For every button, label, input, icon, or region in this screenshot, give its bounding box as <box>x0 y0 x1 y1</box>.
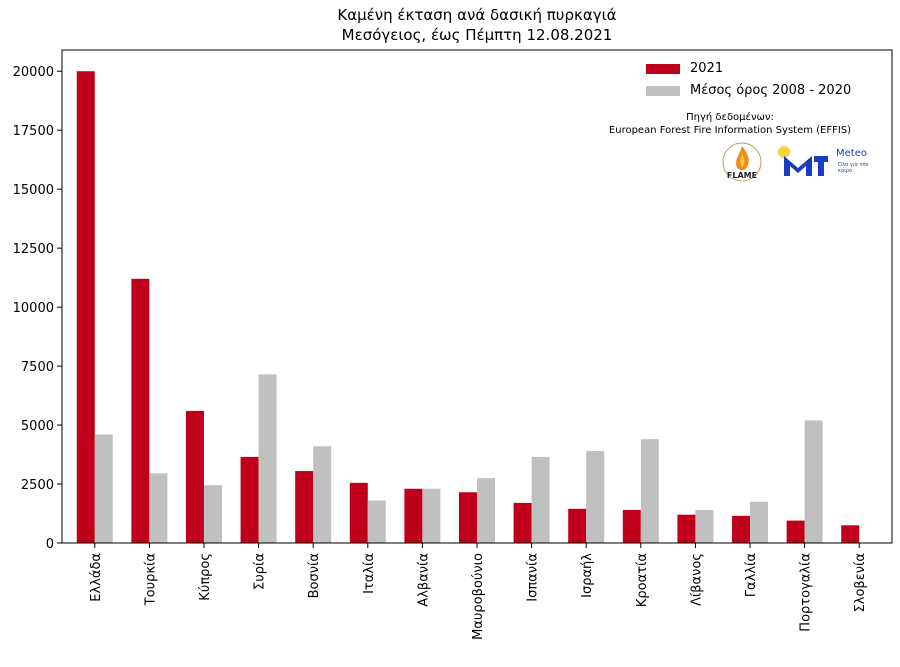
bar-average-0 <box>94 434 113 543</box>
legend-swatch-2021 <box>646 63 680 74</box>
bar-2021-9 <box>568 508 587 543</box>
bar-average-12 <box>750 501 769 543</box>
bar-2021-8 <box>513 502 532 543</box>
bar-2021-12 <box>732 515 751 543</box>
x-tick-label-7: Μαυροβούνιο <box>471 553 486 640</box>
legend-item-2021: 2021 <box>646 61 723 76</box>
bar-2021-11 <box>677 514 696 543</box>
legend-swatch-average <box>646 85 680 96</box>
bar-2021-6 <box>404 488 423 543</box>
bar-average-2 <box>203 485 222 543</box>
chart-title-line2: Μεσόγειος, έως Πέμπτη 12.08.2021 <box>341 26 613 44</box>
bar-average-5 <box>367 500 386 543</box>
bar-2021-4 <box>295 471 314 543</box>
y-tick-label-6: 15000 <box>13 183 54 198</box>
bar-2021-1 <box>131 278 150 543</box>
bar-2021-0 <box>76 71 95 543</box>
y-tick-label-3: 7500 <box>21 360 54 375</box>
bar-2021-7 <box>459 492 477 543</box>
bar-2021-14 <box>841 525 860 543</box>
x-tick-label-9: Ισραήλ <box>580 553 595 598</box>
y-tick-label-0: 0 <box>46 537 54 552</box>
legend-label-average: Μέσος όρος 2008 - 2020 <box>690 83 852 98</box>
bar-2021-13 <box>786 520 805 543</box>
x-tick-label-0: Ελλάδα <box>89 553 104 602</box>
bar-average-6 <box>422 488 441 543</box>
y-tick-label-7: 17500 <box>13 124 54 139</box>
y-tick-label-2: 5000 <box>21 419 54 434</box>
bar-2021-10 <box>622 509 641 543</box>
bar-average-3 <box>258 374 277 543</box>
bar-average-8 <box>531 456 550 543</box>
chart-title-line1: Καμένη έκταση ανά δασική πυρκαγιά <box>337 6 617 24</box>
bar-average-4 <box>313 446 332 543</box>
bar-average-10 <box>640 439 659 543</box>
meteo-logo-name: Meteo <box>836 148 867 159</box>
y-tick-label-5: 12500 <box>13 242 54 257</box>
meteo-icon <box>778 146 828 176</box>
data-source-label: Πηγή δεδομένων: <box>686 112 774 123</box>
bar-average-13 <box>804 420 823 543</box>
bar-2021-3 <box>240 456 259 543</box>
legend-label-2021: 2021 <box>690 61 724 76</box>
meteo-logo-tagline: Όλα για τον καιρό <box>838 162 869 174</box>
x-tick-label-12: Γαλλία <box>744 553 759 597</box>
x-tick-label-3: Συρία <box>253 553 268 590</box>
y-tick-label-8: 20000 <box>13 65 54 80</box>
bar-2021-2 <box>185 410 204 543</box>
data-source-name: European Forest Fire Information System … <box>608 125 852 136</box>
x-tick-label-4: Βοσνία <box>307 553 322 598</box>
y-tick-label-4: 10000 <box>13 301 54 316</box>
x-tick-label-11: Λίβανος <box>689 553 704 606</box>
x-tick-label-10: Κροατία <box>635 553 650 607</box>
y-tick-label-1: 2500 <box>21 478 54 493</box>
x-tick-label-13: Πορτογαλία <box>799 553 814 632</box>
x-tick-label-1: Τουρκία <box>143 553 158 606</box>
flame-logo-text: FLAME <box>727 171 757 180</box>
bar-2021-5 <box>349 482 368 543</box>
bar-average-1 <box>149 473 168 543</box>
bar-average-9 <box>586 451 605 543</box>
flame-icon: FLAME <box>722 142 762 182</box>
meteo-logo: Meteo Όλα για τον καιρό <box>776 144 876 182</box>
x-tick-label-2: Κύπρος <box>198 553 213 601</box>
x-tick-label-6: Αλβανία <box>416 553 431 607</box>
bar-average-11 <box>695 509 714 543</box>
legend-item-average: Μέσος όρος 2008 - 2020 <box>646 83 851 98</box>
x-tick-label-5: Ιταλία <box>362 553 377 594</box>
bar-average-7 <box>477 478 495 543</box>
x-tick-label-8: Ισπανία <box>526 553 541 602</box>
x-tick-label-14: Σλοβενία <box>853 553 868 612</box>
flame-logo: FLAME <box>718 140 766 188</box>
